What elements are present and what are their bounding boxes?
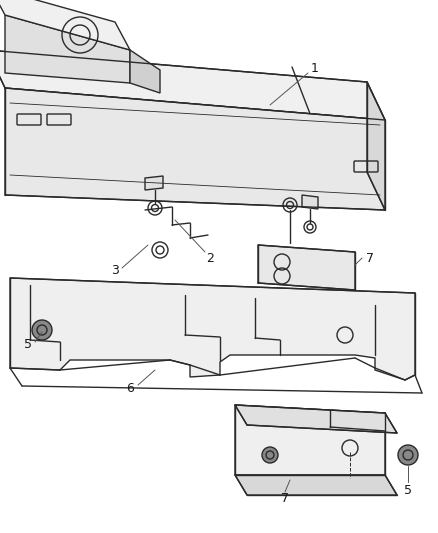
Text: 3: 3 (111, 263, 119, 277)
Polygon shape (0, 50, 385, 120)
Polygon shape (5, 15, 130, 83)
Polygon shape (10, 278, 415, 380)
Polygon shape (235, 405, 397, 433)
Polygon shape (258, 245, 355, 290)
Text: 7: 7 (281, 491, 289, 505)
Text: 7: 7 (366, 252, 374, 264)
Polygon shape (302, 195, 318, 209)
Polygon shape (130, 50, 160, 93)
Polygon shape (367, 82, 385, 210)
Circle shape (398, 445, 418, 465)
Text: 1: 1 (311, 61, 319, 75)
Circle shape (262, 447, 278, 463)
Polygon shape (235, 475, 397, 495)
Text: 5: 5 (24, 338, 32, 351)
Text: 5: 5 (404, 483, 412, 497)
Polygon shape (235, 405, 385, 475)
Text: 2: 2 (206, 252, 214, 264)
Text: 6: 6 (126, 382, 134, 394)
Circle shape (32, 320, 52, 340)
Polygon shape (145, 176, 163, 190)
Polygon shape (0, 0, 130, 50)
Polygon shape (5, 88, 385, 210)
